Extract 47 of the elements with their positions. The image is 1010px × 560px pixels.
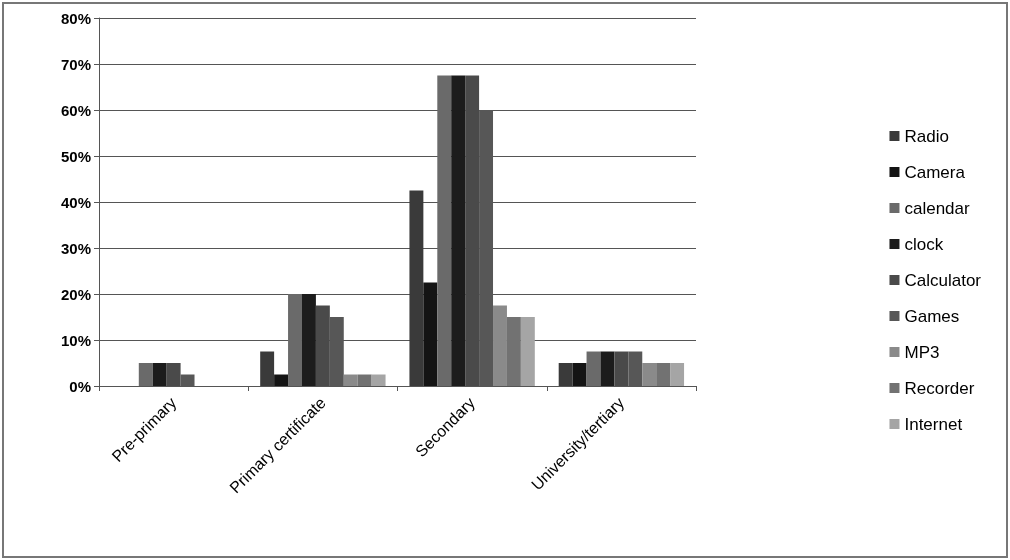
- bar: [357, 374, 372, 386]
- bar: [465, 75, 480, 386]
- bar: [642, 363, 657, 386]
- bar: [572, 363, 587, 386]
- bar: [301, 294, 316, 386]
- bar: [493, 305, 507, 386]
- legend-label: Calculator: [904, 270, 982, 290]
- bar: [506, 317, 521, 386]
- bar: [166, 363, 181, 386]
- y-tick-label: 40%: [60, 193, 91, 211]
- y-tick-label: 30%: [60, 239, 91, 257]
- legend-label: Games: [904, 306, 960, 326]
- bar: [614, 351, 629, 386]
- bar: [451, 75, 466, 386]
- legend-label: Camera: [904, 162, 966, 182]
- legend-label: Radio: [904, 126, 949, 146]
- y-tick-label: 0%: [69, 377, 91, 395]
- legend-label: clock: [904, 234, 944, 254]
- bar: [409, 190, 424, 386]
- legend-label: Recorder: [904, 378, 975, 398]
- bar: [288, 294, 302, 386]
- y-tick-label: 50%: [60, 147, 91, 165]
- bar: [343, 374, 358, 386]
- y-tick-label: 70%: [60, 55, 91, 73]
- bar: [138, 363, 153, 386]
- bar: [558, 363, 573, 386]
- bar: [670, 363, 685, 386]
- y-tick-label: 20%: [60, 285, 91, 303]
- bar: [600, 351, 615, 386]
- bar: [628, 351, 643, 386]
- legend-label: Internet: [904, 414, 963, 434]
- y-tick-label: 80%: [60, 9, 91, 27]
- bar: [274, 374, 289, 386]
- bar: [260, 351, 275, 386]
- bar: [437, 75, 452, 386]
- bar: [315, 305, 330, 386]
- y-tick-label: 60%: [60, 101, 91, 119]
- bar: [520, 317, 535, 386]
- legend-label: calendar: [904, 198, 971, 218]
- bar: [423, 282, 438, 386]
- legend-label: MP3: [904, 342, 940, 362]
- bar: [180, 374, 195, 386]
- bar: [656, 363, 671, 386]
- bar: [586, 351, 601, 386]
- bar: [152, 363, 167, 386]
- bar: [371, 374, 386, 386]
- y-tick-label: 10%: [60, 331, 91, 349]
